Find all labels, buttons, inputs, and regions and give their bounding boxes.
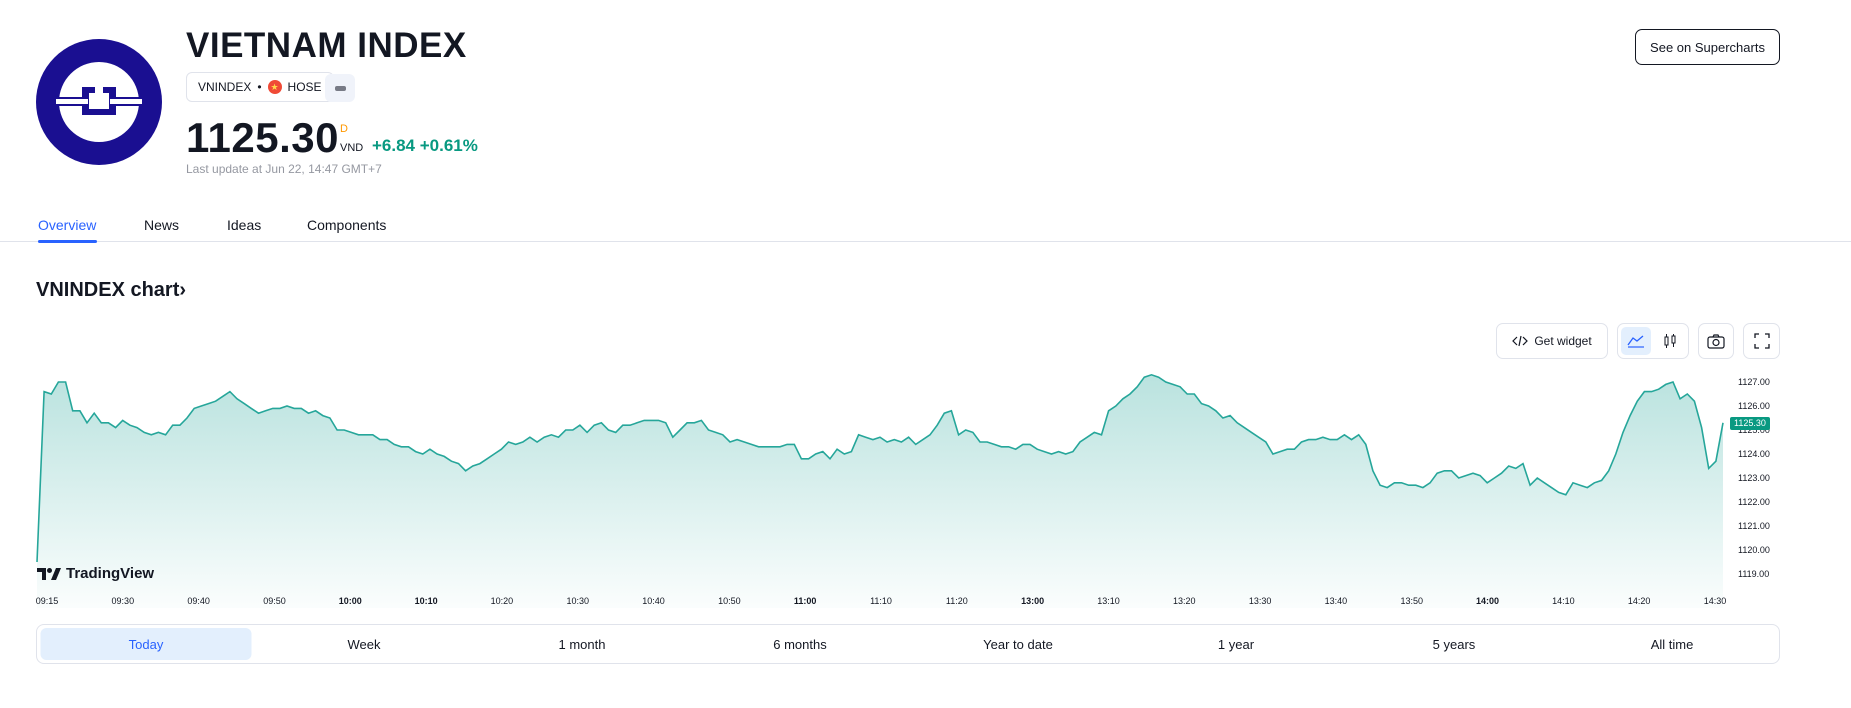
vnindex-logo — [36, 39, 162, 165]
tabs-divider — [0, 241, 1851, 242]
area-chart-icon — [1627, 335, 1644, 348]
fullscreen-icon — [1753, 333, 1770, 349]
currency-label: VND — [340, 142, 364, 154]
x-tick-label: 14:20 — [1627, 596, 1651, 606]
candles-chart-type-button[interactable] — [1655, 327, 1685, 355]
get-widget-button[interactable]: Get widget — [1496, 323, 1608, 359]
range-5-years[interactable]: 5 years — [1432, 636, 1476, 652]
range-today[interactable]: Today — [40, 628, 252, 660]
range-year-to-date[interactable]: Year to date — [983, 636, 1053, 652]
x-tick-label: 09:15 — [35, 596, 59, 606]
price-area-chart[interactable] — [36, 368, 1780, 608]
more-icon — [334, 85, 346, 91]
y-tick-label: 1126.00 — [1738, 401, 1770, 411]
range-week[interactable]: Week — [347, 636, 381, 652]
active-tab-indicator — [38, 240, 97, 243]
x-tick-label: 13:00 — [1021, 596, 1045, 606]
y-tick-label: 1119.00 — [1738, 569, 1770, 579]
x-tick-label: 14:00 — [1476, 596, 1500, 606]
x-tick-label: 10:20 — [490, 596, 514, 606]
price-line — [36, 373, 1724, 563]
symbol-label: VNINDEX — [198, 80, 252, 94]
tab-overview[interactable]: Overview — [38, 217, 97, 233]
range-selector: Today Week 1 month 6 months Year to date… — [36, 624, 1780, 664]
tab-news[interactable]: News — [144, 217, 180, 233]
tab-ideas[interactable]: Ideas — [227, 217, 262, 233]
y-tick-label: 1120.00 — [1738, 545, 1770, 555]
chart-title-label: VNINDEX chart — [36, 279, 180, 301]
y-tick-label: 1122.00 — [1738, 497, 1770, 507]
x-tick-label: 10:30 — [566, 596, 589, 606]
x-tick-label: 13:50 — [1400, 596, 1423, 606]
symbol-exchange-pill[interactable]: VNINDEX • ★ HOSE — [186, 72, 334, 102]
x-tick-label: 13:10 — [1097, 596, 1120, 606]
x-tick-label: 13:20 — [1173, 596, 1196, 606]
x-tick-label: 09:40 — [187, 596, 210, 606]
y-tick-label: 1124.00 — [1738, 449, 1770, 459]
x-tick-label: 09:30 — [111, 596, 135, 606]
tab-components[interactable]: Components — [307, 217, 387, 233]
fullscreen-button[interactable] — [1743, 323, 1780, 359]
page-title: VIETNAM INDEX — [186, 26, 467, 65]
tradingview-brand: TradingView — [66, 565, 155, 582]
see-on-supercharts-button[interactable]: See on Supercharts — [1635, 29, 1780, 65]
y-tick-label: 1123.00 — [1738, 473, 1770, 483]
range-1-year[interactable]: 1 year — [1217, 636, 1255, 652]
x-tick-label: 11:00 — [793, 596, 817, 606]
x-tick-label: 11:20 — [945, 596, 968, 606]
code-icon — [1512, 335, 1529, 347]
chart-type-group — [1617, 323, 1689, 359]
current-price: 1125.30 — [186, 114, 340, 161]
x-tick-label: 10:50 — [718, 596, 741, 606]
chart-section-title[interactable]: VNINDEX chart› — [36, 279, 186, 302]
camera-icon — [1707, 334, 1725, 349]
get-widget-label: Get widget — [1534, 334, 1592, 348]
x-tick-label: 10:10 — [414, 596, 438, 606]
y-tick-label: 1121.00 — [1738, 521, 1770, 531]
area-chart-type-button[interactable] — [1621, 327, 1651, 355]
tradingview-logo[interactable]: TradingView — [37, 565, 154, 582]
range-all-time[interactable]: All time — [1650, 636, 1694, 652]
x-tick-label: 11:10 — [870, 596, 892, 606]
vietnam-flag-icon: ★ — [267, 80, 282, 94]
change-percent: +0.61% — [419, 136, 478, 155]
separator-dot: • — [257, 80, 262, 94]
candles-icon — [1664, 334, 1676, 348]
x-tick-label: 14:10 — [1552, 596, 1575, 606]
x-tick-label: 09:50 — [263, 596, 286, 606]
index-logo-icon — [56, 62, 142, 142]
range-1-month[interactable]: 1 month — [558, 636, 606, 652]
y-tick-label: 1125.00 — [1738, 425, 1770, 435]
tradingview-logo-icon — [37, 567, 61, 580]
x-tick-label: 14:30 — [1703, 596, 1727, 606]
x-tick-label: 10:40 — [642, 596, 665, 606]
change-value: +6.84 — [372, 136, 416, 155]
more-options-button[interactable] — [325, 74, 355, 102]
x-tick-label: 13:40 — [1324, 596, 1348, 606]
price-flag: D — [340, 123, 348, 135]
y-tick-label: 1127.00 — [1738, 377, 1770, 387]
x-tick-label: 10:00 — [338, 596, 362, 606]
chevron-right-icon: › — [179, 279, 187, 301]
last-update-text: Last update at Jun 22, 14:47 GMT+7 — [186, 162, 382, 176]
range-6-months[interactable]: 6 months — [773, 636, 827, 652]
current-price-tag: 1125.30 — [1730, 417, 1770, 430]
exchange-label: HOSE — [287, 80, 322, 94]
x-tick-label: 13:30 — [1248, 596, 1272, 606]
price-area-fill — [37, 374, 1723, 608]
price-change: +6.84 +0.61% — [372, 136, 478, 156]
snapshot-button[interactable] — [1698, 323, 1734, 359]
